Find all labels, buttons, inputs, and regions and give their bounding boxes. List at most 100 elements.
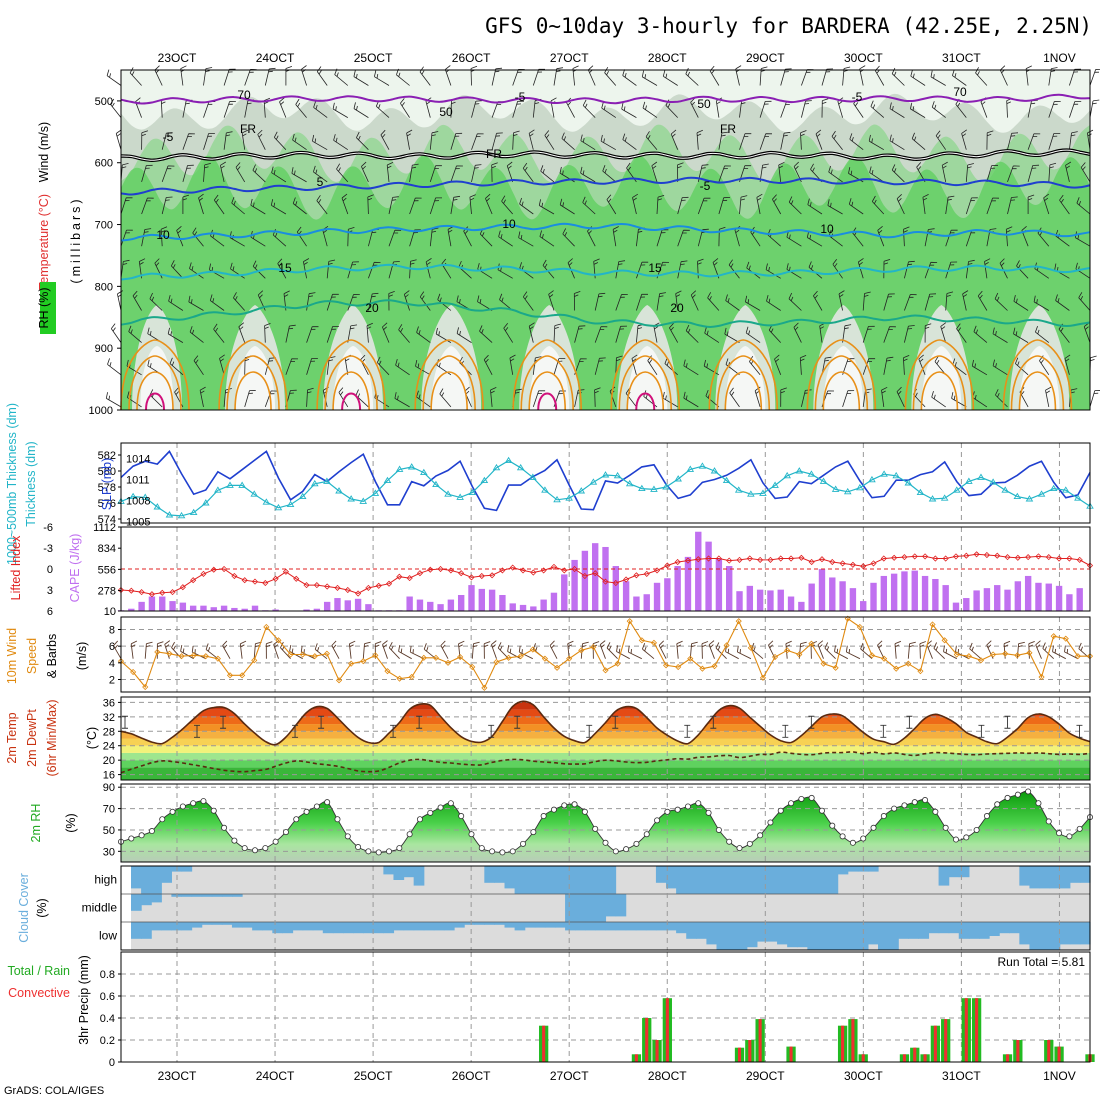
wind-barb [582, 99, 596, 118]
wind-barb-10m [518, 645, 533, 660]
wind-speed-point [178, 653, 185, 660]
wind-barb [877, 225, 885, 247]
li-point [447, 567, 454, 574]
wind-barb [1089, 390, 1100, 408]
wind-barb [831, 130, 843, 150]
wind-barb [922, 194, 929, 215]
wind-barb [374, 70, 390, 86]
cloud-bar [978, 922, 990, 939]
wind-barb [223, 131, 233, 150]
rh-point [499, 849, 506, 856]
wind-speed-point [493, 658, 500, 666]
wind-barb [356, 131, 369, 150]
wind-barb [883, 326, 896, 343]
li-point [602, 578, 609, 585]
li-point [715, 555, 722, 562]
warm-isotherm [430, 371, 468, 411]
cloud-bar [221, 922, 233, 925]
cloud-bar [131, 922, 142, 939]
rh-point [252, 847, 259, 854]
x-tick-label-top: 30OCT [844, 51, 883, 65]
cloud-bar [797, 922, 808, 948]
li-point [1004, 554, 1011, 561]
wind-barb [285, 358, 299, 375]
wind-barb [409, 163, 419, 182]
rh-point [303, 808, 310, 815]
wind-barb-10m [658, 640, 667, 659]
wind-speed-point [529, 646, 536, 653]
wind-barb-10m [331, 640, 340, 659]
rh-point [458, 813, 465, 820]
wind-barb [429, 197, 442, 215]
warm-isotherm [904, 339, 975, 411]
y-tick-label: 32 [103, 712, 115, 724]
chart-title: GFS 0~10day 3-hourly for BARDERA (42.25E… [485, 14, 1092, 38]
cape-bar [952, 602, 960, 611]
warm-isotherm [912, 355, 967, 411]
wind-barb [621, 102, 637, 118]
precip-convective-bar [913, 1047, 917, 1062]
cape-bar [880, 575, 888, 611]
rh-point [880, 813, 887, 820]
rh-point [1004, 794, 1011, 801]
contour-label: 70 [237, 88, 251, 102]
precip-convective-bar [1047, 1040, 1051, 1062]
wind-speed-point [881, 655, 888, 662]
cloud-bar [161, 922, 172, 931]
wind-barb [306, 326, 319, 343]
li-point [293, 575, 300, 582]
rh-axis-label: 2m RH [29, 804, 43, 843]
rh-point [602, 839, 609, 846]
wind-barb [189, 262, 204, 279]
thickness-point [795, 467, 804, 474]
thickness-point [298, 492, 307, 500]
warm-isotherm [1002, 339, 1073, 411]
cape-bar [241, 608, 248, 611]
wind-barb [483, 354, 493, 375]
li-point [159, 589, 166, 596]
minmax-bar [416, 715, 423, 729]
li-point [540, 567, 547, 574]
cloud-bar [181, 894, 193, 897]
cloud-bar [565, 922, 576, 931]
wind-barb [209, 294, 225, 311]
wind-barb [602, 165, 617, 183]
minmax-bar [880, 724, 887, 738]
rh-point [313, 803, 320, 810]
y-tick-label: 90 [103, 782, 115, 794]
cape-bar [189, 605, 197, 611]
wind-speed-point [868, 652, 876, 659]
cloud-bar [1049, 922, 1061, 950]
wind-barb [1080, 162, 1091, 183]
wind-speed-point [251, 657, 258, 664]
wind-barb [1048, 133, 1061, 150]
cape-bar [756, 589, 764, 611]
cloud-frame [120, 865, 1091, 951]
cloud-bar [514, 866, 526, 894]
cloud-bar [544, 866, 556, 894]
cloud-layer-label: low [99, 928, 117, 942]
thickness-point [407, 463, 416, 470]
rh-point [1014, 791, 1021, 798]
wind-barb [437, 293, 452, 311]
cape-bar [519, 604, 527, 611]
wind-speed-point [566, 655, 573, 662]
rh-point [1066, 833, 1073, 840]
thickness-point [335, 487, 343, 494]
wind-frame [120, 616, 1091, 693]
rh-point [530, 829, 537, 836]
wind-barb [347, 294, 360, 311]
cape-bar [860, 601, 867, 611]
y-tick-label: 574 [98, 514, 116, 526]
wind-barb [169, 357, 184, 376]
precip-convective-bar [665, 998, 669, 1062]
wind-barb [606, 194, 617, 215]
wind-barb-10m [627, 645, 642, 660]
wind-barb [788, 196, 802, 215]
cloud-bar [1039, 866, 1051, 889]
rh-point [355, 844, 362, 851]
thickness-point [625, 479, 634, 487]
wind-barb [636, 293, 648, 311]
wind-barb [532, 390, 546, 408]
rh-point [973, 826, 980, 833]
